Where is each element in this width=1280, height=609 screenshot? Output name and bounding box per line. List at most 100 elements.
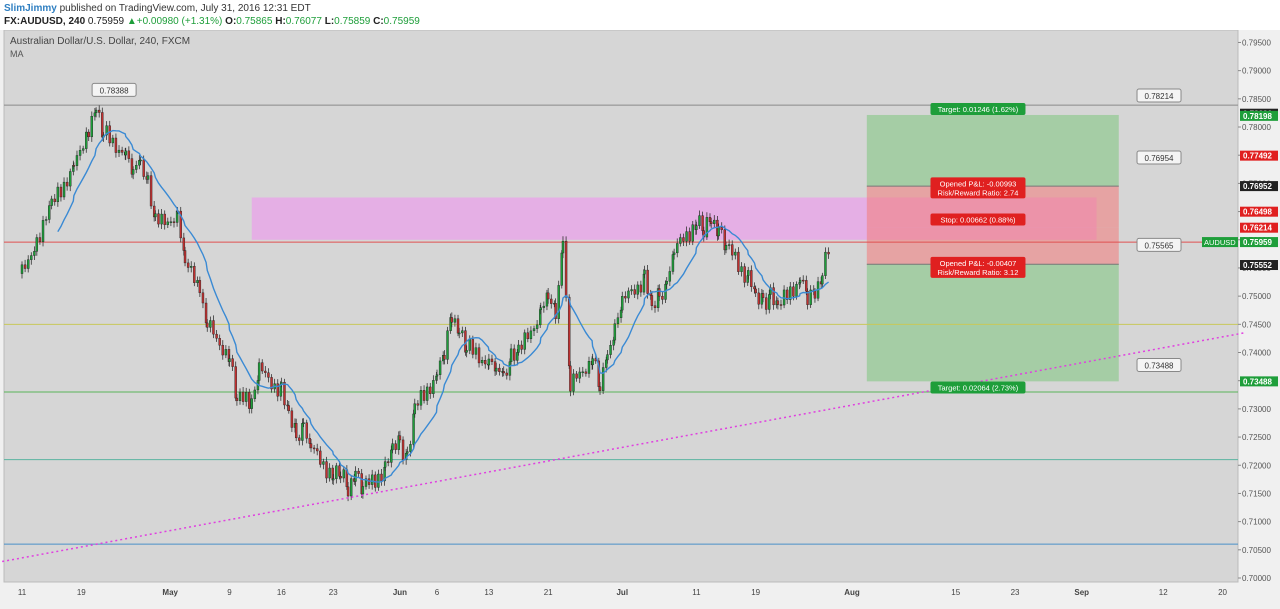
annotation-box [91,82,137,97]
candle-body [44,219,48,221]
candle-body [114,137,118,153]
published-text: published on TradingView.com, July 31, 2… [59,3,311,14]
candle-body [221,344,224,356]
indicator-name: MA [10,49,24,59]
candle-body [212,320,215,335]
candle-body [398,435,402,441]
candle-body [346,486,350,497]
x-tick-label: Jun [393,588,407,597]
axis-price-tag [1240,222,1278,233]
price-chart[interactable]: 0.78388 0.78214 0.76954 0.75565 0.73488 Targe… [0,29,1280,604]
candle-body [621,296,624,311]
trendline [0,332,1245,563]
candle-body [183,250,187,264]
trade-label-box [930,177,1026,199]
candle-body [27,259,30,269]
candle-body [795,283,798,297]
x-tick-label: 12 [1159,588,1168,597]
candle-body [335,465,338,479]
open-label: O: [225,16,237,27]
candle-body [587,361,591,374]
candle-body [75,155,79,166]
candle-body [821,275,824,285]
candle-body [606,354,609,361]
candle-body [308,438,312,444]
x-tick-label: 9 [227,588,232,597]
x-tick-label: Jul [616,588,628,597]
candle-body [688,231,691,242]
candle-body [228,358,231,362]
candle-body [616,317,620,324]
candle-body [342,469,345,479]
candle-body [69,171,72,187]
candle-body [120,149,124,153]
candle-body [364,478,368,487]
candle-body [163,213,166,225]
chart-area[interactable]: 0.78388 0.78214 0.76954 0.75565 0.73488 Targe… [0,29,1280,604]
trade-label-box [930,256,1026,278]
candle-body [468,339,471,351]
candle-body [20,264,24,274]
candle-body [516,352,519,361]
candle-body [435,374,439,377]
axis-price-text: 0.75959 [1243,238,1272,247]
candle-body [487,358,491,366]
candle-body [108,125,111,144]
candle-body [98,109,101,113]
x-tick-label: 23 [329,588,338,597]
candle-body [747,270,750,276]
candle-body [490,358,494,362]
candle-body [672,252,676,255]
candle-body [41,220,45,242]
candle-body [446,330,449,360]
candle-body [302,422,305,424]
candle-body [62,181,66,198]
candle-body [443,355,446,360]
candle-body [267,372,270,378]
candle-body [461,330,464,334]
y-tick-label: 0.72500 [1242,433,1271,442]
candle-body [276,383,279,397]
candle-body [235,397,239,401]
candle-body [149,175,153,207]
candle-body [231,358,234,367]
candle-body [509,348,513,362]
candle-body [643,269,646,275]
x-tick-label: 23 [1011,588,1020,597]
candle-body [59,186,63,198]
candle-body [250,398,253,409]
candle-body [142,159,145,177]
annotation-text: 0.78214 [1145,92,1174,101]
candle-body [377,473,380,488]
candle-body [248,392,251,409]
candle-body [90,116,93,138]
candle-body [157,213,160,225]
candle-body [38,237,42,242]
axis-price-tag [1240,260,1278,271]
candle-body [409,444,412,452]
trade-label-box [930,213,1026,226]
candle-body [480,360,484,364]
candle-body [65,181,69,187]
candle-body [633,289,636,295]
candle-body [591,358,594,366]
y-tick-label: 0.70500 [1242,546,1271,555]
candle-body [383,461,387,468]
candle-body [676,243,679,254]
axis-price-text: 0.73488 [1243,377,1272,386]
candle-body [720,227,723,230]
axis-price-tag [1240,206,1278,217]
candle-body [724,245,728,251]
candle-body [727,244,731,246]
y-tick-label: 0.78000 [1242,123,1271,132]
x-tick-label: 20 [1218,588,1227,597]
author-link[interactable]: SlimJimmy [4,3,57,14]
candle-body [23,264,27,269]
trade-label-text: Opened P&L: -0.00993 [940,179,1017,188]
candle-body [627,290,630,299]
y-tick-label: 0.70000 [1242,574,1271,583]
axis-price-tag [1240,181,1278,192]
candle-body [827,251,830,255]
candle-body [190,266,193,268]
candle-body [422,390,426,401]
